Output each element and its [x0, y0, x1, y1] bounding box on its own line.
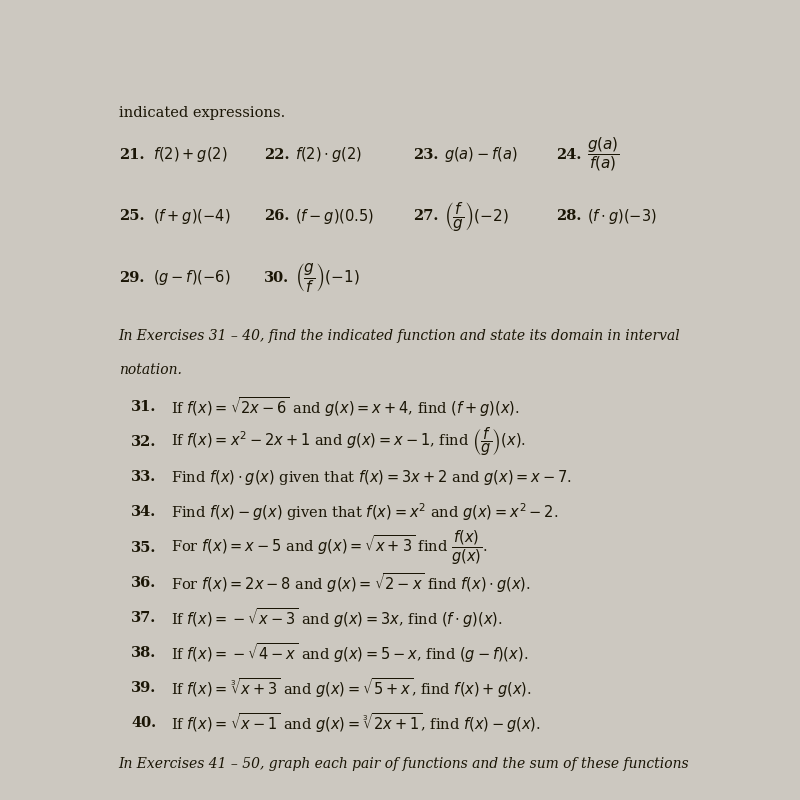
Text: $(f\cdot g)(-3)$: $(f\cdot g)(-3)$ [586, 206, 657, 226]
Text: If $f(x)=\sqrt{2x-6}$ and $g(x)=x+4$, find $(f+g)(x)$.: If $f(x)=\sqrt{2x-6}$ and $g(x)=x+4$, fi… [171, 395, 520, 419]
Text: $(g-f)(-6)$: $(g-f)(-6)$ [153, 268, 230, 287]
Text: 37.: 37. [131, 610, 156, 625]
Text: $g(a)-f(a)$: $g(a)-f(a)$ [444, 145, 518, 164]
Text: 25.: 25. [118, 209, 144, 223]
Text: 40.: 40. [131, 716, 156, 730]
Text: If $f(x)=-\sqrt{x-3}$ and $g(x)=3x$, find $(f\cdot g)(x)$.: If $f(x)=-\sqrt{x-3}$ and $g(x)=3x$, fin… [171, 606, 503, 630]
Text: $f(2)\cdot g(2)$: $f(2)\cdot g(2)$ [295, 145, 362, 164]
Text: 27.: 27. [413, 209, 438, 223]
Text: $f(2)+g(2)$: $f(2)+g(2)$ [153, 145, 227, 164]
Text: 28.: 28. [556, 209, 581, 223]
Text: For $f(x)=x-5$ and $g(x)=\sqrt{x+3}$ find $\dfrac{f(x)}{g(x)}$.: For $f(x)=x-5$ and $g(x)=\sqrt{x+3}$ fin… [171, 528, 488, 567]
Text: In Exercises 31 – 40, find the indicated function and state its domain in interv: In Exercises 31 – 40, find the indicated… [118, 330, 680, 343]
Text: In Exercises 41 – 50, graph each pair of functions and the sum of these function: In Exercises 41 – 50, graph each pair of… [118, 758, 690, 771]
Text: If $f(x)=x^2-2x+1$ and $g(x)=x-1$, find $\left(\dfrac{f}{g}\right)(x)$.: If $f(x)=x^2-2x+1$ and $g(x)=x-1$, find … [171, 426, 526, 458]
Text: $(f+g)(-4)$: $(f+g)(-4)$ [153, 206, 230, 226]
Text: Find $f(x)-g(x)$ given that $f(x)=x^2$ and $g(x)=x^2-2$.: Find $f(x)-g(x)$ given that $f(x)=x^2$ a… [171, 502, 558, 523]
Text: If $f(x)=-\sqrt{4-x}$ and $g(x)=5-x$, find $(g-f)(x)$.: If $f(x)=-\sqrt{4-x}$ and $g(x)=5-x$, fi… [171, 641, 529, 665]
Text: $(f-g)(0.5)$: $(f-g)(0.5)$ [295, 206, 374, 226]
Text: Find $f(x)\cdot g(x)$ given that $f(x)=3x+2$ and $g(x)=x-7$.: Find $f(x)\cdot g(x)$ given that $f(x)=3… [171, 468, 572, 487]
Text: 26.: 26. [264, 209, 290, 223]
Text: notation.: notation. [118, 363, 182, 377]
Text: 21.: 21. [118, 147, 144, 162]
Text: 29.: 29. [118, 270, 144, 285]
Text: 38.: 38. [131, 646, 156, 660]
Text: 36.: 36. [131, 576, 156, 590]
Text: 30.: 30. [264, 270, 290, 285]
Text: 24.: 24. [556, 147, 581, 162]
Text: If $f(x)=\sqrt{x-1}$ and $g(x)=\sqrt[3]{2x+1}$, find $f(x)-g(x)$.: If $f(x)=\sqrt{x-1}$ and $g(x)=\sqrt[3]{… [171, 711, 542, 735]
Text: 39.: 39. [131, 681, 156, 695]
Text: 35.: 35. [131, 541, 156, 554]
Text: $\left(\dfrac{g}{f}\right)(-1)$: $\left(\dfrac{g}{f}\right)(-1)$ [295, 262, 360, 294]
Text: If $f(x)=\sqrt[3]{x+3}$ and $g(x)=\sqrt{5+x}$, find $f(x)+g(x)$.: If $f(x)=\sqrt[3]{x+3}$ and $g(x)=\sqrt{… [171, 676, 532, 700]
Text: $\dfrac{g(a)}{f(a)}$: $\dfrac{g(a)}{f(a)}$ [586, 136, 620, 174]
Text: $\left(\dfrac{f}{g}\right)(-2)$: $\left(\dfrac{f}{g}\right)(-2)$ [444, 200, 509, 233]
Text: 34.: 34. [131, 506, 156, 519]
Text: indicated expressions.: indicated expressions. [118, 106, 285, 120]
Text: 32.: 32. [131, 435, 156, 449]
Text: For $f(x)=2x-8$ and $g(x)=\sqrt{2-x}$ find $f(x)\cdot g(x)$.: For $f(x)=2x-8$ and $g(x)=\sqrt{2-x}$ fi… [171, 570, 531, 594]
Text: 31.: 31. [131, 400, 156, 414]
Text: 33.: 33. [131, 470, 156, 484]
Text: 22.: 22. [264, 147, 290, 162]
Text: 23.: 23. [413, 147, 438, 162]
